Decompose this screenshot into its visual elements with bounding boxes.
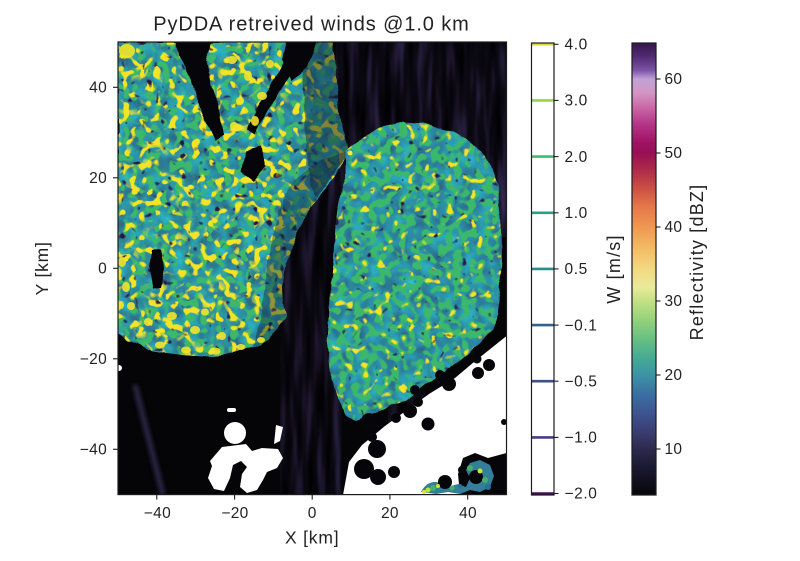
svg-text:X [km]: X [km]	[285, 528, 339, 548]
svg-text:−1.0: −1.0	[565, 430, 598, 447]
svg-text:2.0: 2.0	[565, 149, 588, 166]
svg-text:20: 20	[89, 170, 107, 187]
svg-text:10: 10	[665, 441, 683, 458]
svg-text:0: 0	[98, 261, 107, 278]
svg-text:50: 50	[665, 145, 683, 162]
svg-text:40: 40	[665, 219, 683, 236]
svg-text:3.0: 3.0	[565, 93, 588, 110]
svg-text:−0.1: −0.1	[565, 317, 598, 334]
svg-text:Y [km]: Y [km]	[32, 241, 52, 295]
svg-text:−40: −40	[144, 505, 171, 522]
svg-text:−20: −20	[221, 505, 248, 522]
svg-text:−2.0: −2.0	[565, 486, 598, 503]
svg-text:Reflectivity [dBZ]: Reflectivity [dBZ]	[687, 184, 707, 341]
svg-text:20: 20	[665, 367, 683, 384]
svg-text:0.5: 0.5	[565, 261, 588, 278]
svg-text:30: 30	[665, 293, 683, 310]
svg-text:PyDDA retreived winds @1.0 km: PyDDA retreived winds @1.0 km	[153, 14, 470, 36]
svg-text:40: 40	[459, 505, 477, 522]
svg-text:−20: −20	[80, 351, 107, 368]
svg-text:−0.5: −0.5	[565, 373, 598, 390]
svg-text:1.0: 1.0	[565, 205, 588, 222]
svg-text:40: 40	[89, 80, 107, 97]
svg-text:0: 0	[308, 505, 317, 522]
svg-text:−40: −40	[80, 442, 107, 459]
svg-text:60: 60	[665, 71, 683, 88]
svg-text:W [m/s]: W [m/s]	[604, 234, 624, 303]
svg-text:20: 20	[381, 505, 399, 522]
svg-text:4.0: 4.0	[565, 37, 588, 54]
